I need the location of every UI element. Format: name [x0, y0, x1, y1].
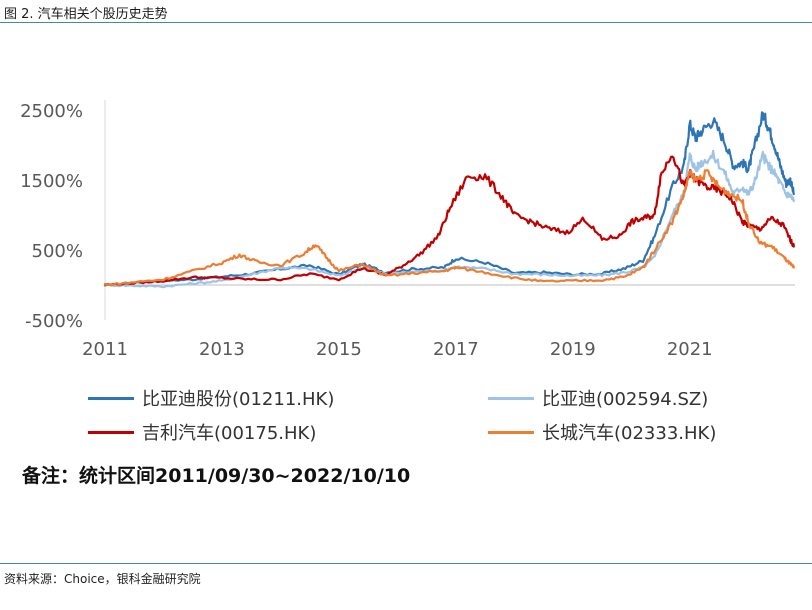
- x-tick-label: 2021: [667, 339, 713, 360]
- series-line: [103, 149, 795, 289]
- x-tick-label: 2017: [433, 339, 479, 360]
- y-tick-label: 2500%: [20, 101, 83, 122]
- x-tick-label: 2011: [82, 339, 128, 360]
- top-divider: [0, 22, 812, 23]
- y-tick-label: -500%: [25, 311, 83, 332]
- note-text: 备注：统计区间2011/09/30~2022/10/10: [22, 465, 411, 487]
- x-tick-label: 2015: [316, 339, 362, 360]
- source-text: 资料来源：Choice，银科金融研究院: [4, 572, 201, 586]
- legend-item-great-wall[interactable]: 长城汽车(02333.HK): [488, 419, 716, 445]
- x-tick-label: 2019: [550, 339, 596, 360]
- legend-swatch: [88, 396, 134, 400]
- legend-item-byd-sz[interactable]: 比亚迪(002594.SZ): [488, 385, 708, 411]
- legend-swatch: [488, 430, 534, 434]
- figure-title: 图 2. 汽车相关个股历史走势: [4, 7, 168, 22]
- series-line: [103, 169, 795, 287]
- bottom-divider: [0, 563, 812, 564]
- legend-label: 长城汽车(02333.HK): [542, 423, 717, 444]
- legend-label: 比亚迪(002594.SZ): [542, 389, 709, 410]
- line-chart: 2500% 1500% 500% -500% 2011 2013 2015 2017 2019 2…: [20, 100, 795, 360]
- legend-item-geely[interactable]: 吉利汽车(00175.HK): [88, 419, 316, 445]
- series-line: [103, 111, 795, 287]
- legend-swatch: [488, 396, 534, 400]
- legend-label: 比亚迪股份(01211.HK): [142, 389, 335, 410]
- legend-item-byd-hk[interactable]: 比亚迪股份(01211.HK): [88, 385, 334, 411]
- legend-swatch: [88, 430, 134, 434]
- y-tick-label: 1500%: [20, 171, 83, 192]
- legend-label: 吉利汽车(00175.HK): [142, 423, 317, 444]
- y-tick-label: 500%: [32, 241, 83, 262]
- x-tick-label: 2013: [199, 339, 245, 360]
